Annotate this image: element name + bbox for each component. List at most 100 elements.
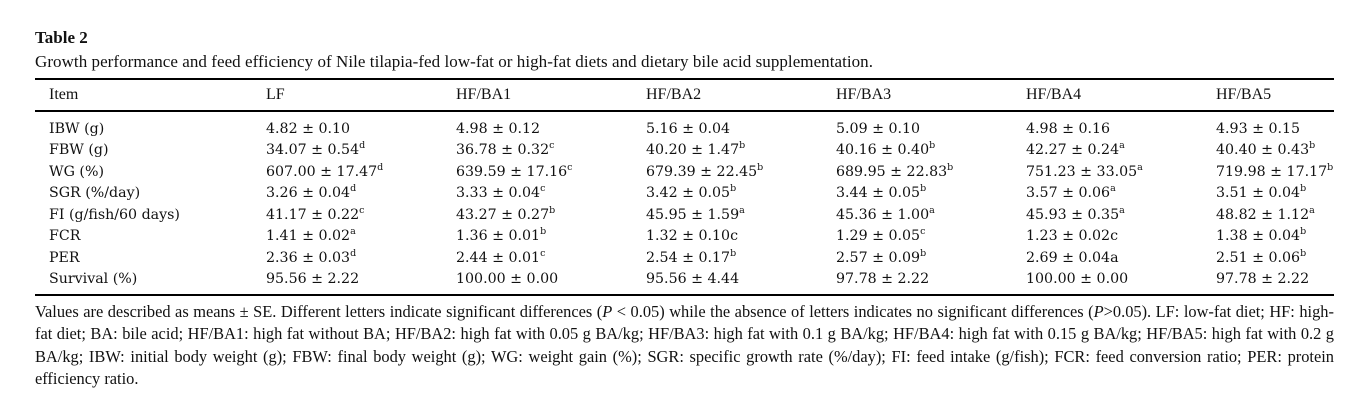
table-cell: 5.16 ± 0.04 <box>646 110 836 140</box>
row-label: IBW (g) <box>49 120 105 137</box>
table-cell: 4.98 ± 0.12 <box>456 110 646 140</box>
table-cell: 1.32 ± 0.10c <box>646 226 836 248</box>
row-label: SGR (%/day) <box>49 185 141 202</box>
significance-letter: b <box>549 204 556 216</box>
cell-value: 43.27 ± 0.27 <box>456 206 550 223</box>
cell-value: 45.36 ± 1.00 <box>836 206 930 223</box>
significance-letter: c <box>359 204 365 216</box>
table-cell: 3.57 ± 0.06a <box>1026 183 1216 205</box>
cell-value: 4.93 ± 0.15 <box>1216 120 1301 137</box>
significance-letter: b <box>1300 247 1307 259</box>
table-cell: 607.00 ± 17.47d <box>266 161 456 183</box>
significance-letter: a <box>350 226 356 238</box>
cell-value: 45.95 ± 1.59 <box>646 206 740 223</box>
significance-letter: c <box>540 183 546 195</box>
table-row: SGR (%/day) 3.26 ± 0.04d 3.33 ± 0.04c 3.42 … <box>35 183 1334 205</box>
cell-value: 45.93 ± 0.35 <box>1026 206 1120 223</box>
cell-value: 2.69 ± 0.04a <box>1026 249 1119 266</box>
header-row: Item LF HF/BA1 HF/BA2 HF/BA3 HF/BA4 HF/B… <box>35 80 1334 110</box>
cell-value: 3.44 ± 0.05 <box>836 185 921 202</box>
footnote-text-3: >0.05). LF: low-fat diet; HF: high-fat d… <box>35 302 1334 388</box>
table-cell: 48.82 ± 1.12a <box>1216 204 1334 226</box>
table-cell: 3.33 ± 0.04c <box>456 183 646 205</box>
table-cell: 2.44 ± 0.01c <box>456 247 646 269</box>
cell-value: 679.39 ± 22.45 <box>646 163 758 180</box>
table-label: Table 2 <box>35 28 88 47</box>
significance-letter: c <box>540 247 546 259</box>
cell-value: 5.09 ± 0.10 <box>836 120 921 137</box>
cell-value: 41.17 ± 0.22 <box>266 206 360 223</box>
table-cell: 40.40 ± 0.43b <box>1216 140 1334 162</box>
cell-value: 100.00 ± 0.00 <box>456 271 559 288</box>
cell-value: 34.07 ± 0.54 <box>266 142 360 159</box>
table-cell: 1.38 ± 0.04b <box>1216 226 1334 248</box>
table-cell: 679.39 ± 22.45b <box>646 161 836 183</box>
footnote-p-symbol-1: P <box>602 302 613 321</box>
table-cell: 40.16 ± 0.40b <box>836 140 1026 162</box>
cell-value: 36.78 ± 0.32 <box>456 142 550 159</box>
cell-value: 95.56 ± 4.44 <box>646 271 740 288</box>
significance-letter: c <box>920 226 926 238</box>
table-cell: 4.93 ± 0.15 <box>1216 110 1334 140</box>
column-header-hf-ba4: HF/BA4 <box>1026 86 1082 103</box>
footnote-p-symbol-2: P <box>1093 302 1104 321</box>
table-cell: 3.26 ± 0.04d <box>266 183 456 205</box>
data-table: Item LF HF/BA1 HF/BA2 HF/BA3 HF/BA4 HF/B… <box>35 80 1334 294</box>
significance-letter: a <box>1137 161 1143 173</box>
cell-value: 3.42 ± 0.05 <box>646 185 731 202</box>
cell-value: 1.32 ± 0.10c <box>646 228 739 245</box>
cell-value: 1.29 ± 0.05 <box>836 228 921 245</box>
table-cell: 3.44 ± 0.05b <box>836 183 1026 205</box>
table-cell: 42.27 ± 0.24a <box>1026 140 1216 162</box>
column-header-lf: LF <box>266 86 285 103</box>
table-cell: 43.27 ± 0.27b <box>456 204 646 226</box>
table-cell: 751.23 ± 33.05a <box>1026 161 1216 183</box>
column-header-hf-ba2: HF/BA2 <box>646 86 702 103</box>
table-cell: 45.95 ± 1.59a <box>646 204 836 226</box>
table-row: IBW (g) 4.82 ± 0.10 4.98 ± 0.12 5.16 ± 0.04… <box>35 110 1334 140</box>
table-row: Survival (%) 95.56 ± 2.22 100.00 ± 0.00 95.… <box>35 269 1334 295</box>
row-label: FI (g/fish/60 days) <box>49 206 180 223</box>
cell-value: 3.26 ± 0.04 <box>266 185 351 202</box>
table-cell: 2.51 ± 0.06b <box>1216 247 1334 269</box>
column-header-hf-ba3: HF/BA3 <box>836 86 892 103</box>
significance-letter: b <box>739 140 746 152</box>
table-footnote: Values are described as means ± SE. Diff… <box>35 301 1334 390</box>
column-header-hf-ba1: HF/BA1 <box>456 86 512 103</box>
table-cell: 3.51 ± 0.04b <box>1216 183 1334 205</box>
cell-value: 607.00 ± 17.47 <box>266 163 378 180</box>
table-cell: 5.09 ± 0.10 <box>836 110 1026 140</box>
table-cell: 3.42 ± 0.05b <box>646 183 836 205</box>
table-cell: 100.00 ± 0.00 <box>456 269 646 295</box>
top-rule <box>35 78 1334 80</box>
cell-value: 42.27 ± 0.24 <box>1026 142 1120 159</box>
cell-value: 48.82 ± 1.12 <box>1216 206 1310 223</box>
cell-value: 4.82 ± 0.10 <box>266 120 351 137</box>
significance-letter: b <box>929 140 936 152</box>
table-row: FI (g/fish/60 days) 41.17 ± 0.22c 43.27 ± … <box>35 204 1334 226</box>
table-cell: 1.29 ± 0.05c <box>836 226 1026 248</box>
cell-value: 2.36 ± 0.03 <box>266 249 351 266</box>
cell-value: 5.16 ± 0.04 <box>646 120 731 137</box>
table-cell: 1.36 ± 0.01b <box>456 226 646 248</box>
table-cell: 1.41 ± 0.02a <box>266 226 456 248</box>
cell-value: 719.98 ± 17.17 <box>1216 163 1328 180</box>
cell-value: 97.78 ± 2.22 <box>1216 271 1310 288</box>
cell-value: 2.54 ± 0.17 <box>646 249 731 266</box>
significance-letter: b <box>1309 140 1316 152</box>
row-label: PER <box>49 249 80 266</box>
header-rule <box>35 110 1334 112</box>
table-row: FCR 1.41 ± 0.02a 1.36 ± 0.01b 1.32 ± 0.10c 1… <box>35 226 1334 248</box>
footnote-text-1: Values are described as means ± SE. Diff… <box>35 302 603 321</box>
table-cell: 689.95 ± 22.83b <box>836 161 1026 183</box>
cell-value: 689.95 ± 22.83 <box>836 163 948 180</box>
significance-letter: d <box>350 247 357 259</box>
significance-letter: c <box>549 140 555 152</box>
table-cell: 719.98 ± 17.17b <box>1216 161 1334 183</box>
table-cell: 1.23 ± 0.02c <box>1026 226 1216 248</box>
cell-value: 3.51 ± 0.04 <box>1216 185 1301 202</box>
footnote-text-2: < 0.05) while the absence of letters ind… <box>612 302 1094 321</box>
cell-value: 2.57 ± 0.09 <box>836 249 921 266</box>
table-cell: 2.69 ± 0.04a <box>1026 247 1216 269</box>
row-label: Survival (%) <box>49 271 138 288</box>
